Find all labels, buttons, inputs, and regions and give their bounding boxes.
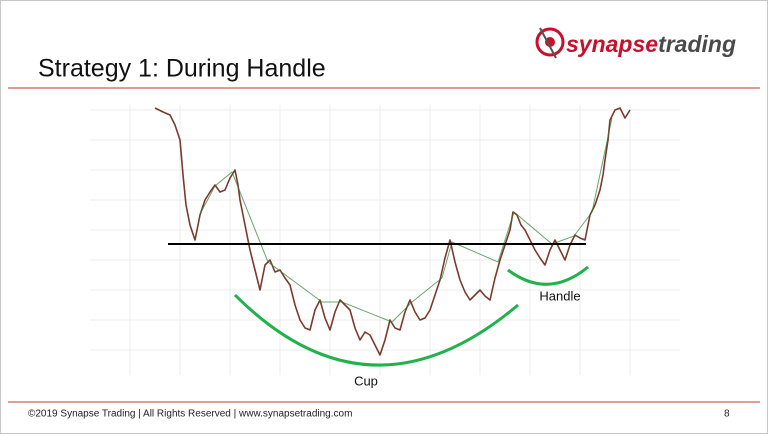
logo-ring: [535, 27, 565, 57]
price-path: [154, 107, 631, 356]
logo-part: trading: [658, 31, 736, 57]
handle-label: Handle: [539, 288, 580, 303]
logo-text: synapsetrading: [566, 31, 736, 57]
logo: synapsetrading: [535, 27, 736, 59]
logo-dot: [545, 37, 555, 47]
chart-area: [90, 105, 680, 375]
page-number: 8: [724, 409, 730, 420]
cup-label: Cup: [354, 373, 378, 388]
logo-stroke: [539, 27, 557, 59]
handle-arc: [507, 265, 589, 286]
price-path-green: [199, 117, 613, 323]
logo-part: synapse: [566, 31, 658, 57]
cup-arc: [233, 293, 519, 367]
slide-title: Strategy 1: During Handle: [38, 55, 326, 83]
footer-text: ©2019 Synapse Trading | All Rights Reser…: [28, 409, 352, 420]
